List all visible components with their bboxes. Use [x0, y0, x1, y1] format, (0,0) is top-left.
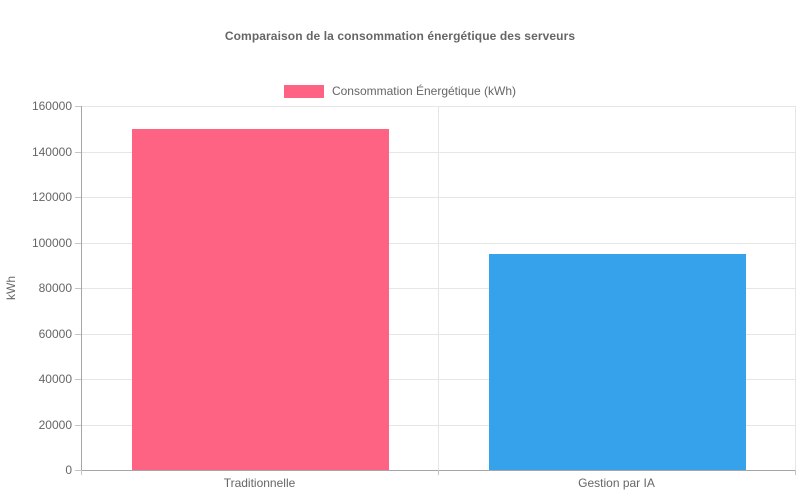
- y-tick-mark: [75, 333, 81, 335]
- y-tick-label: 140000: [31, 144, 72, 159]
- y-tick-mark: [75, 379, 81, 380]
- x-tick-mark: [795, 470, 796, 475]
- y-tick-label: 0: [65, 463, 72, 477]
- x-tick-label-gestion-par-ia: Gestion par IA: [578, 476, 655, 490]
- chart-legend: Consommation Énergétique (kWh): [0, 84, 800, 98]
- gridline: [795, 106, 796, 470]
- bar-gestion-par-ia[interactable]: [488, 253, 746, 470]
- plot-area: [75, 106, 796, 475]
- y-tick-mark: [75, 151, 81, 153]
- x-tick-label-traditionnelle: Traditionnelle: [223, 476, 296, 490]
- y-tick-label: 160000: [31, 99, 72, 113]
- y-tick-label: 40000: [38, 372, 72, 386]
- y-tick-mark: [75, 197, 81, 198]
- y-tick-mark: [75, 424, 81, 426]
- legend-label: Consommation Énergétique (kWh): [331, 84, 517, 98]
- y-tick-label: 120000: [31, 190, 72, 204]
- y-axis-tick-labels: 0 20000 40000 60000 80000 100000 120000 140000 1…: [0, 99, 72, 477]
- gridline: [438, 106, 439, 470]
- y-tick-label: 80000: [38, 281, 72, 295]
- y-tick-label: 100000: [31, 235, 72, 250]
- y-tick-mark: [75, 106, 81, 107]
- y-tick-label: 20000: [38, 417, 72, 432]
- gridline: [82, 106, 796, 107]
- y-tick-mark: [75, 288, 81, 289]
- x-tick-mark: [81, 470, 82, 475]
- x-axis-tick-labels: Traditionnelle Gestion par IA: [81, 476, 795, 490]
- legend-swatch-icon: [283, 84, 324, 98]
- y-tick-mark: [75, 242, 81, 244]
- legend-item-consommation[interactable]: Consommation Énergétique (kWh): [283, 84, 517, 98]
- y-tick-label: 60000: [38, 326, 72, 341]
- bar-traditionnelle[interactable]: [131, 128, 389, 470]
- y-tick-mark: [75, 470, 81, 471]
- x-tick-mark: [438, 470, 439, 475]
- chart-title: Comparaison de la consommation énergétiq…: [224, 29, 576, 43]
